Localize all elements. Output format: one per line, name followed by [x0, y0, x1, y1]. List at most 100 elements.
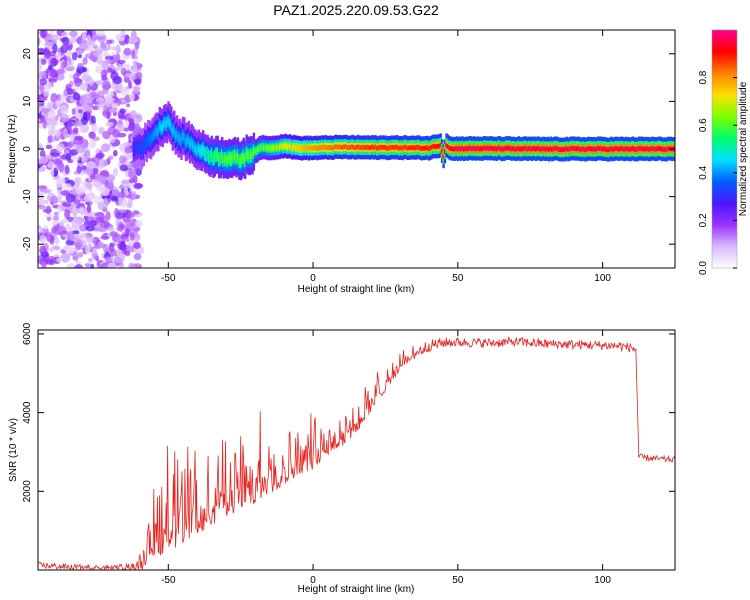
heatmap-cell: [328, 145, 331, 151]
heatmap-cell: [95, 47, 106, 52]
heatmap-cell: [511, 146, 515, 152]
heatmap-cell: [65, 240, 75, 246]
y-tick-label: -20: [22, 237, 33, 252]
heatmap-cell: [85, 216, 95, 221]
heatmap-cell: [50, 195, 59, 204]
heatmap-cell: [40, 30, 47, 39]
heatmap-cell: [49, 30, 55, 35]
heatmap-cell: [87, 257, 93, 263]
heatmap-cell: [155, 127, 159, 136]
heatmap-cell: [367, 144, 370, 150]
heatmap-cell: [190, 139, 193, 147]
heatmap-cell: [264, 145, 267, 150]
heatmap-cell: [348, 145, 351, 150]
heatmap-cell: [50, 152, 61, 157]
heatmap-cell: [191, 141, 195, 149]
heatmap-cell: [619, 146, 622, 152]
heatmap-cell: [51, 245, 61, 250]
heatmap-cell: [273, 145, 276, 151]
heatmap-cell: [381, 144, 384, 150]
heatmap-cell: [74, 242, 82, 251]
heatmap-cell: [543, 146, 547, 152]
heatmap-cell: [582, 146, 586, 152]
heatmap-cell: [160, 123, 163, 132]
heatmap-cell: [422, 145, 425, 151]
heatmap-cell: [590, 146, 593, 152]
heatmap-cell: [480, 146, 483, 151]
heatmap-cell: [235, 154, 238, 163]
snr-x-axis-label: Height of straight line (km): [298, 584, 415, 595]
heatmap-cell: [92, 247, 98, 254]
heatmap-cell: [620, 146, 623, 151]
heatmap-cell: [84, 263, 92, 268]
heatmap-cell: [306, 145, 309, 150]
heatmap-cell: [89, 138, 97, 149]
snr-panel: -50 0 50 100 2000 4000 6000 Height of straigh…: [8, 322, 676, 595]
heatmap-cell: [569, 146, 573, 151]
heatmap-cell: [501, 146, 505, 152]
heatmap-cell: [72, 73, 80, 81]
heatmap-cell: [300, 146, 303, 152]
heatmap-cell: [371, 144, 374, 150]
heatmap-cell: [342, 144, 345, 150]
heatmap-cell: [617, 146, 620, 152]
heatmap-cell: [546, 146, 549, 152]
heatmap-cell: [53, 215, 59, 222]
heatmap-cell: [559, 147, 562, 152]
figure-title: PAZ1.2025.220.09.53.G22: [273, 2, 439, 18]
heatmap-cell: [132, 210, 140, 215]
heatmap-cell: [316, 146, 319, 151]
heatmap-cell: [600, 146, 603, 151]
heatmap-cell: [374, 144, 377, 150]
heatmap-cell: [85, 161, 96, 170]
heatmap-cell: [135, 220, 143, 227]
heatmap-cell: [45, 259, 55, 265]
heatmap-cell: [60, 190, 70, 196]
heatmap-cell: [102, 110, 107, 116]
heatmap-cell: [498, 145, 502, 151]
heatmap-cell: [574, 146, 577, 152]
heatmap-cell: [102, 206, 108, 213]
heatmap-cell: [488, 146, 492, 151]
heatmap-cell: [462, 146, 465, 152]
heatmap-cell: [61, 61, 66, 70]
heatmap-cell: [394, 145, 397, 150]
heatmap-cell: [377, 145, 380, 151]
heatmap-cell: [241, 155, 244, 164]
heatmap-cell: [661, 147, 664, 152]
heatmap-cell: [134, 78, 142, 86]
heatmap-cell: [397, 145, 400, 151]
heatmap-cell: [124, 120, 129, 128]
heatmap-cell: [45, 41, 55, 47]
heatmap-cell: [107, 262, 116, 268]
snr-series-line: [38, 336, 675, 570]
heatmap-cell: [133, 182, 143, 190]
heatmap-cell: [427, 146, 431, 152]
heatmap-cell: [588, 146, 591, 152]
heatmap-cell: [115, 253, 125, 264]
heatmap-cell: [128, 168, 137, 179]
heatmap-cell: [78, 207, 84, 214]
heatmap-cell: [351, 144, 354, 149]
heatmap-cell: [585, 147, 589, 152]
heatmap-cell: [64, 164, 70, 175]
x-tick-label: 0: [310, 273, 316, 284]
heatmap-cell: [133, 253, 142, 261]
heatmap-cell: [206, 149, 209, 158]
heatmap-cell: [281, 144, 285, 150]
heatmap-cell: [76, 65, 85, 74]
heatmap-cell: [453, 146, 457, 152]
heatmap-cell: [91, 251, 98, 260]
heatmap-cell: [50, 125, 56, 134]
heatmap-cell: [80, 43, 89, 50]
heatmap-cell: [478, 146, 481, 152]
heatmap-cell: [102, 51, 109, 57]
heatmap-cell: [218, 155, 221, 164]
heatmap-cell: [349, 145, 353, 150]
heatmap-cell: [136, 143, 140, 152]
heatmap-cell: [70, 224, 81, 233]
heatmap-cell: [430, 144, 434, 150]
heatmap-cell: [59, 94, 66, 103]
heatmap-cell: [345, 144, 348, 150]
heatmap-cell: [207, 152, 211, 161]
